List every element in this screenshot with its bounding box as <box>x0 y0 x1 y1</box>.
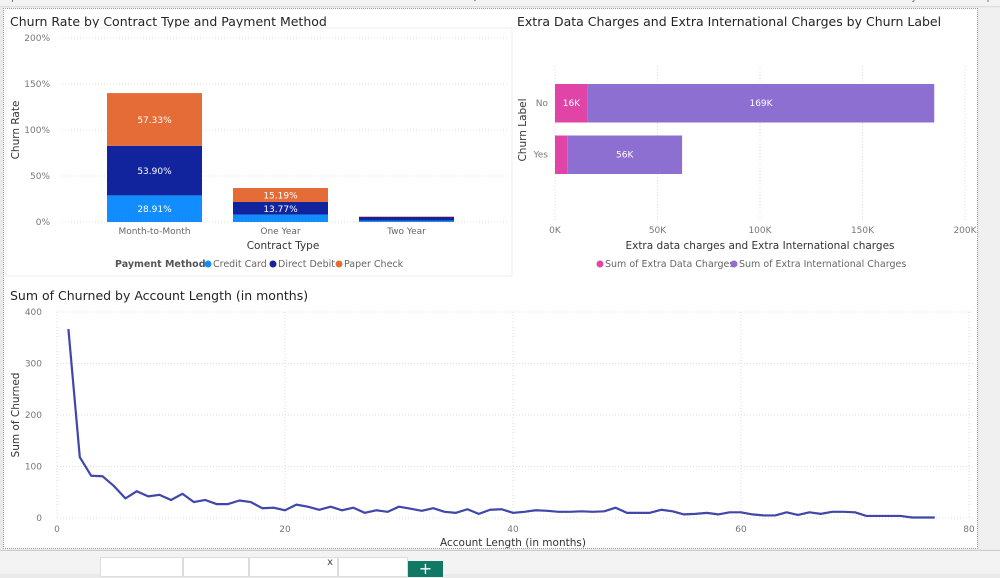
x-axis-title: Contract Type <box>247 240 320 252</box>
bar-segment-direct-debit <box>359 217 454 221</box>
y-tick-label: 50% <box>30 172 50 182</box>
y-tick-label: 200 <box>25 411 42 421</box>
page-tab-1[interactable] <box>100 557 183 577</box>
bar-segment-credit-card <box>233 215 328 222</box>
x-tick-label: Month-to-Month <box>118 227 190 237</box>
data-label: 57.33% <box>137 116 172 126</box>
y-tick-label: 150% <box>24 80 50 90</box>
y-axis-title: Churn Rate <box>10 101 22 160</box>
y-axis-title: Churn Label <box>517 98 529 161</box>
legend-label: Sum of Extra International Charges <box>739 259 906 270</box>
legend-label: Sum of Extra Data Charges <box>605 259 734 270</box>
data-label: 53.90% <box>137 167 172 177</box>
legend-marker <box>336 261 343 268</box>
legend-label: Direct Debit <box>278 259 335 270</box>
x-tick-label: 80 <box>963 525 975 535</box>
data-label: 169K <box>749 99 773 109</box>
y-tick-label: 0 <box>36 514 42 524</box>
x-tick-label: 0 <box>54 525 60 535</box>
page-tab-4[interactable] <box>338 557 408 577</box>
x-tick-label: 100K <box>748 226 772 236</box>
bar-segment-credit-card <box>359 221 454 222</box>
y-tick-label: 0% <box>36 218 51 228</box>
y-tick-label: Yes <box>532 151 548 161</box>
x-tick-label: 60 <box>735 525 747 535</box>
legend-marker <box>205 261 212 268</box>
legend-marker <box>731 261 738 268</box>
legend-marker <box>270 261 277 268</box>
x-axis-title: Account Length (in months) <box>440 537 586 549</box>
data-label: 28.91% <box>137 205 172 215</box>
churned-line <box>68 329 934 517</box>
close-tab-icon[interactable]: x <box>327 557 333 568</box>
bar-segment <box>555 136 567 175</box>
x-tick-label: 0K <box>549 226 562 236</box>
x-axis-title: Extra data charges and Extra Internation… <box>625 240 894 252</box>
y-tick-label: 300 <box>25 360 42 370</box>
data-label: 16K <box>563 99 581 109</box>
legend-label: Credit Card <box>213 259 267 270</box>
legend-marker <box>597 261 604 268</box>
data-label: 15.19% <box>263 191 298 201</box>
y-tick-label: 200% <box>24 34 50 44</box>
page-tab-2[interactable] <box>183 557 249 577</box>
legend-label: Paper Check <box>344 259 404 270</box>
page-tab-3-active[interactable]: x <box>249 557 338 577</box>
x-tick-label: 200K <box>953 226 977 236</box>
legend-title: Payment Method <box>115 259 206 270</box>
data-label: 13.77% <box>263 205 298 215</box>
y-tick-label: 100 <box>25 463 42 473</box>
add-page-button[interactable]: + <box>408 561 443 577</box>
y-tick-label: No <box>536 99 549 109</box>
y-tick-label: 100% <box>24 126 50 136</box>
x-tick-label: 50K <box>649 226 667 236</box>
data-label: 56K <box>616 151 634 161</box>
x-tick-label: One Year <box>260 227 301 237</box>
x-tick-label: 40 <box>507 525 519 535</box>
x-tick-label: Two Year <box>386 227 426 237</box>
page-tabs: x + <box>0 550 1000 574</box>
y-tick-label: 400 <box>25 308 42 318</box>
x-tick-label: 150K <box>851 226 875 236</box>
x-tick-label: 20 <box>279 525 291 535</box>
visual-border <box>6 28 512 276</box>
y-axis-title: Sum of Churned <box>10 373 22 458</box>
